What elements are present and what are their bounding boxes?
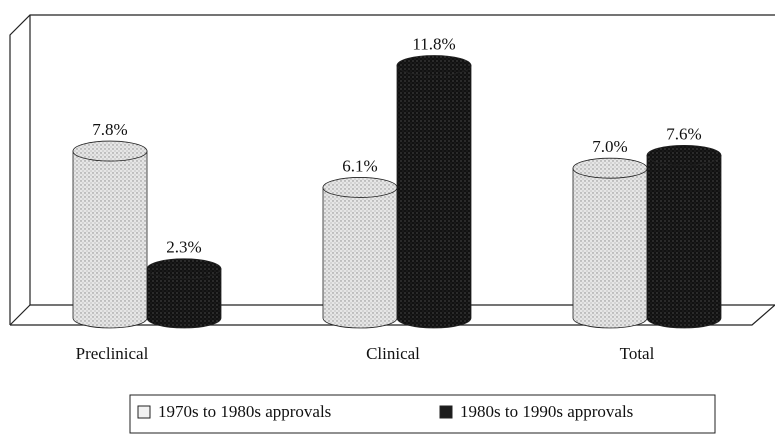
bar [646, 154, 722, 329]
bar [146, 268, 222, 329]
legend-label: 1970s to 1980s approvals [158, 402, 331, 421]
bar-top [396, 55, 472, 76]
data-label: 11.8% [412, 34, 455, 53]
bar [396, 65, 472, 329]
bar-top [572, 157, 648, 179]
bar [72, 150, 148, 329]
bar-top [146, 258, 222, 280]
data-label: 7.0% [592, 137, 627, 156]
data-label: 7.8% [92, 120, 127, 139]
bar-top [646, 144, 722, 166]
legend-box [129, 394, 716, 434]
legend-swatch [137, 405, 151, 419]
data-label: 2.3% [166, 238, 201, 257]
bar [572, 167, 648, 329]
data-label: 6.1% [342, 156, 377, 175]
bar-top [72, 140, 148, 162]
legend-swatch [439, 405, 453, 419]
x-tick-label: Total [620, 344, 655, 363]
x-tick-label: Preclinical [76, 344, 149, 363]
plot-frame [9, 14, 775, 326]
x-tick-label: Clinical [366, 344, 420, 363]
bar-top [322, 177, 398, 198]
legend-label: 1980s to 1990s approvals [460, 402, 633, 421]
data-label: 7.6% [666, 124, 701, 143]
bar [322, 187, 398, 329]
